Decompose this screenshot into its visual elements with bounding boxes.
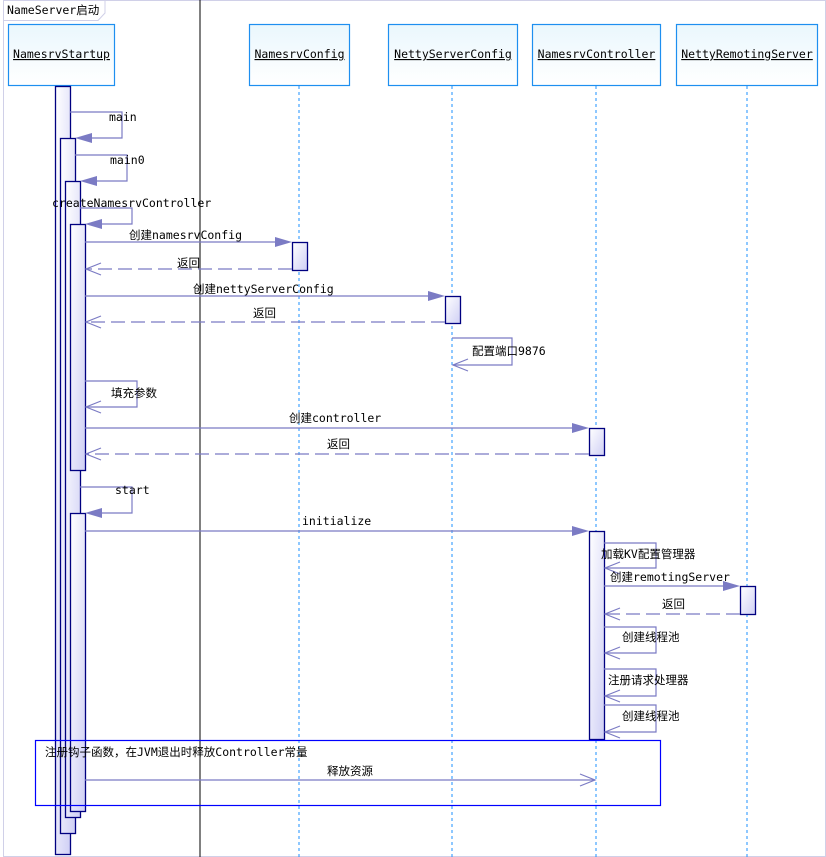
- svg-text:返回: 返回: [327, 437, 350, 451]
- svg-text:创建controller: 创建controller: [289, 411, 381, 425]
- message-create-netty-server-config: 创建nettyServerConfig: [85, 282, 445, 301]
- message-fill-params: 填充参数: [84, 380, 157, 414]
- activation-bar: [588, 530, 606, 741]
- message-create-remoting-server: 创建remotingServer: [604, 570, 740, 591]
- svg-text:main0: main0: [110, 153, 145, 167]
- activation-bar: [739, 585, 757, 616]
- participant-label: NamesrvStartup: [13, 47, 110, 61]
- message-load-kv-config: 加载KV配置管理器: [601, 542, 696, 575]
- svg-text:创建namesrvConfig: 创建namesrvConfig: [129, 228, 242, 242]
- activation-bar: [291, 241, 309, 272]
- message-config-port: 配置端口9876: [451, 337, 546, 372]
- message-start: start: [80, 483, 150, 518]
- svg-text:start: start: [115, 483, 150, 497]
- message-register-processor: 注册请求处理器: [603, 668, 689, 703]
- svg-text:注册请求处理器: 注册请求处理器: [608, 673, 689, 687]
- svg-text:创建nettyServerConfig: 创建nettyServerConfig: [193, 282, 334, 296]
- svg-text:填充参数: 填充参数: [111, 386, 157, 400]
- svg-text:返回: 返回: [662, 597, 685, 611]
- fragment-label: 注册钩子函数，在JVM退出时释放Controller常量: [45, 745, 308, 759]
- activation-bar: [69, 223, 87, 472]
- shutdown-hook-fragment: 注册钩子函数，在JVM退出时释放Controller常量: [34, 739, 662, 807]
- svg-text:返回: 返回: [177, 256, 200, 270]
- return-netty-server-config: 返回: [84, 306, 445, 329]
- message-create-thread-pool-2: 创建线程池: [603, 704, 680, 739]
- message-initialize: initialize: [85, 514, 589, 536]
- return-controller: 返回: [84, 437, 589, 461]
- participant-nettyserverconfig[interactable]: NettyServerConfig: [387, 23, 519, 87]
- svg-text:createNamesrvController: createNamesrvController: [52, 196, 211, 210]
- participant-label: NettyServerConfig: [394, 47, 512, 61]
- frame-title: NameServer启动: [7, 3, 99, 17]
- participant-namesrvcontroller[interactable]: NamesrvController: [531, 23, 662, 87]
- participant-namesrvconfig[interactable]: NamesrvConfig: [248, 23, 351, 87]
- activation-bar: [69, 512, 87, 813]
- participant-label: NamesrvController: [538, 47, 656, 61]
- svg-text:配置端口9876: 配置端口9876: [472, 344, 546, 358]
- return-namesrv-config: 返回: [84, 256, 292, 276]
- participant-nettyremotingserver[interactable]: NettyRemotingServer: [675, 23, 819, 87]
- message-create-namesrv-config: 创建namesrvConfig: [85, 228, 292, 247]
- participant-namesrvstartup[interactable]: NamesrvStartup: [7, 23, 116, 87]
- message-main0: main0: [75, 153, 145, 186]
- activation-bar: [588, 427, 606, 457]
- message-release-resources: 释放资源: [85, 764, 597, 787]
- activation-bar: [444, 295, 462, 325]
- return-remoting-server: 返回: [603, 597, 740, 621]
- svg-text:initialize: initialize: [302, 514, 371, 528]
- participant-label: NettyRemotingServer: [681, 47, 813, 61]
- message-create-namesrv-controller: createNamesrvController: [52, 196, 211, 229]
- svg-text:加载KV配置管理器: 加载KV配置管理器: [601, 547, 696, 561]
- message-create-controller: 创建controller: [85, 411, 589, 433]
- message-create-thread-pool: 创建线程池: [603, 626, 680, 660]
- svg-text:main: main: [109, 110, 137, 124]
- message-main: main: [70, 110, 137, 143]
- svg-text:创建线程池: 创建线程池: [622, 709, 680, 723]
- svg-text:释放资源: 释放资源: [327, 764, 373, 778]
- svg-text:创建remotingServer: 创建remotingServer: [610, 570, 730, 584]
- svg-text:返回: 返回: [253, 306, 276, 320]
- svg-text:创建线程池: 创建线程池: [622, 630, 680, 644]
- participant-label: NamesrvConfig: [254, 47, 344, 61]
